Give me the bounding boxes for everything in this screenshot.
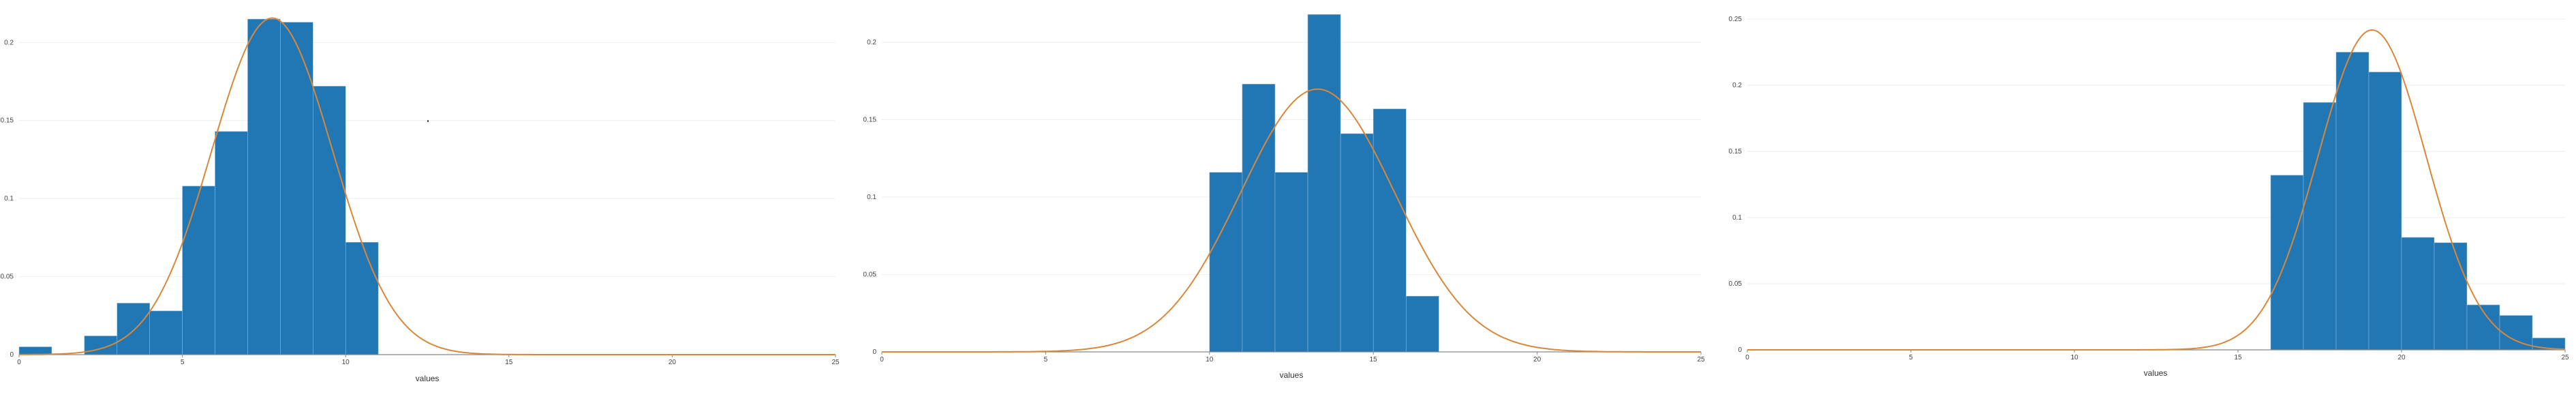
x-tick-label: 20 bbox=[1533, 356, 1542, 363]
y-tick-label: 0.2 bbox=[867, 39, 876, 46]
histogram-bar bbox=[1242, 84, 1276, 353]
x-tick-label: 10 bbox=[342, 359, 350, 366]
y-tick-label: 0.2 bbox=[1732, 82, 1742, 89]
y-tick-label: 0 bbox=[10, 351, 14, 359]
y-tick-label: 0 bbox=[872, 348, 876, 356]
x-tick-label: 20 bbox=[669, 359, 677, 366]
histogram-bar bbox=[2368, 72, 2402, 351]
x-tick-label: 25 bbox=[1697, 356, 1705, 363]
histogram-bar bbox=[2499, 315, 2533, 351]
x-tick-label: 15 bbox=[1370, 356, 1378, 363]
y-tick-label: 0.05 bbox=[863, 271, 877, 279]
x-tick-label: 0 bbox=[880, 356, 884, 363]
histogram-bar bbox=[280, 22, 313, 355]
x-axis-title: values bbox=[416, 374, 440, 383]
histogram-bar bbox=[1373, 108, 1407, 353]
x-axis-title: values bbox=[1280, 370, 1304, 380]
histogram-bar bbox=[149, 310, 183, 355]
histogram-bar bbox=[18, 346, 52, 355]
histogram-bar bbox=[1274, 172, 1308, 353]
histogram-panel-2: values 0 0.05 0.1 0.15 0.2 0 5 10 15 20 25 bbox=[863, 14, 1705, 380]
x-axis-title: values bbox=[2144, 368, 2168, 378]
histogram-bar bbox=[215, 131, 248, 355]
x-tick-label: 20 bbox=[2397, 354, 2406, 361]
y-tick-label: 0.2 bbox=[4, 39, 14, 46]
x-tick-label: 25 bbox=[2561, 354, 2569, 361]
x-tick-label: 25 bbox=[831, 359, 840, 366]
density-curve bbox=[19, 17, 835, 355]
histogram-panel-3: values 0 0.05 0.1 0.15 0.2 0.25 0 5 10 15 20 25 bbox=[1729, 16, 2569, 378]
density-curve bbox=[882, 88, 1701, 353]
x-tick-label: 0 bbox=[17, 359, 21, 366]
histogram-bar bbox=[345, 241, 379, 355]
x-tick-label: 10 bbox=[1206, 356, 1214, 363]
x-tick-label: 10 bbox=[2070, 354, 2079, 361]
x-tick-label: 5 bbox=[181, 359, 185, 366]
y-tick-label: 0.1 bbox=[867, 194, 876, 201]
histogram-bar bbox=[247, 18, 281, 355]
y-tick-label: 0.15 bbox=[863, 117, 877, 124]
x-tick-label: 5 bbox=[1909, 354, 1913, 361]
y-tick-label: 0.05 bbox=[1729, 280, 1743, 288]
x-tick-label: 15 bbox=[505, 359, 513, 366]
histogram-bar bbox=[182, 185, 215, 355]
x-tick-label: 15 bbox=[2234, 354, 2242, 361]
histogram-bar bbox=[2335, 52, 2370, 351]
histogram-bar bbox=[117, 303, 150, 355]
x-tick-label: 5 bbox=[1044, 356, 1048, 363]
histogram-bar bbox=[2270, 175, 2304, 351]
histogram-bar bbox=[2303, 102, 2337, 351]
y-tick-label: 0.25 bbox=[1729, 16, 1743, 23]
histogram-panel-1: values 0 0.05 0.1 0.15 0.2 0 5 10 15 20 25 bbox=[1, 17, 840, 383]
histogram-bar bbox=[1209, 172, 1243, 353]
y-tick-label: 0 bbox=[1738, 346, 1742, 354]
histogram-bar bbox=[1405, 295, 1439, 353]
y-tick-label: 0.05 bbox=[1, 273, 14, 281]
y-tick-label: 0.1 bbox=[4, 195, 14, 203]
y-tick-label: 0.1 bbox=[1732, 214, 1742, 222]
histogram-bar bbox=[2401, 237, 2435, 351]
histogram-bar bbox=[312, 86, 346, 355]
histogram-bar bbox=[1307, 14, 1341, 353]
y-tick-label: 0.15 bbox=[1, 117, 14, 125]
histogram-bar bbox=[1340, 133, 1374, 353]
y-tick-label: 0.15 bbox=[1729, 148, 1743, 155]
stray-marker bbox=[427, 120, 429, 122]
density-curve bbox=[1747, 29, 2566, 351]
histogram-bar bbox=[2434, 242, 2468, 351]
x-tick-label: 0 bbox=[1745, 354, 1749, 361]
